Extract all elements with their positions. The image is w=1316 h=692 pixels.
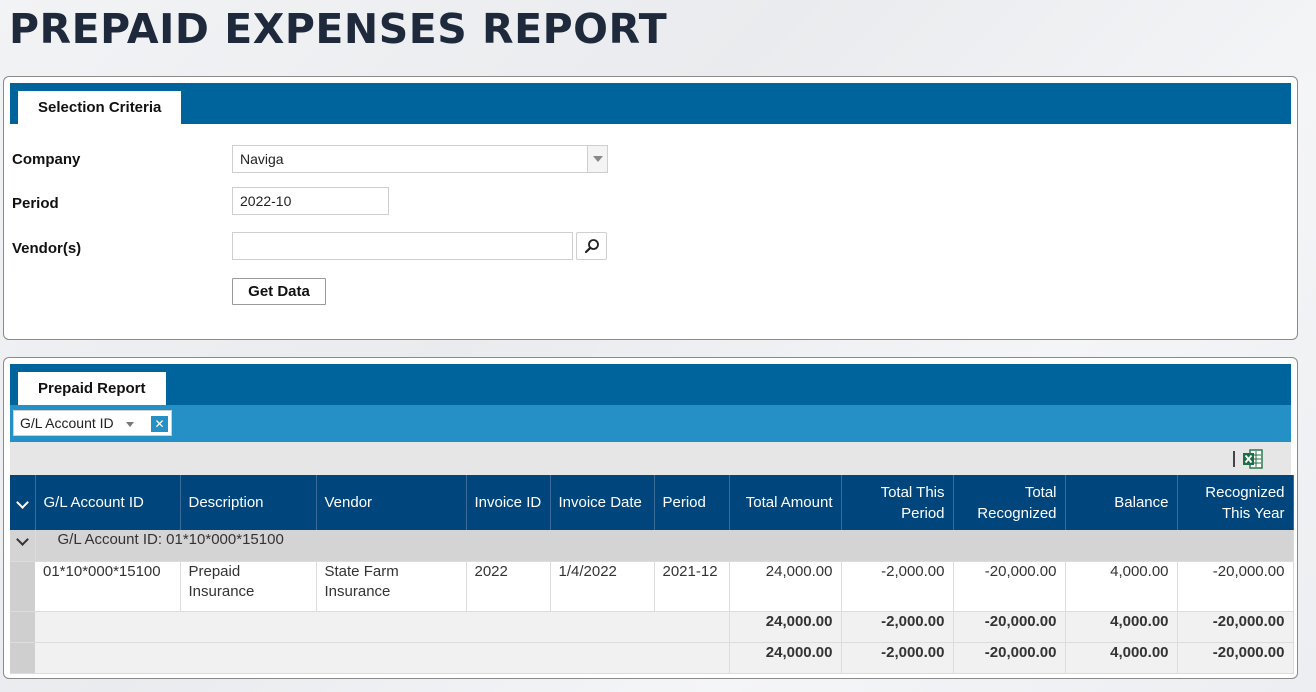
group-total-recognized: -20,000.00 <box>953 611 1066 643</box>
company-select-value: Naviga <box>240 151 284 167</box>
cell-description: Prepaid Insurance <box>180 561 317 612</box>
column-header-vendor[interactable]: Vendor <box>316 475 467 530</box>
grand-total-this-period: -2,000.00 <box>841 642 954 674</box>
grid-header-row: G/L Account ID Description Vendor Invoic… <box>10 475 1294 530</box>
chevron-down-icon[interactable] <box>15 533 29 546</box>
group-header-row: G/L Account ID: 01*10*000*15100 <box>10 530 1294 562</box>
toolbar-divider <box>1233 451 1235 467</box>
group-total-spacer <box>35 611 730 643</box>
report-tab-bar: Prepaid Report <box>10 364 1291 405</box>
vendors-input[interactable] <box>232 232 573 260</box>
cell-balance: 4,000.00 <box>1065 561 1178 612</box>
period-input[interactable]: 2022-10 <box>232 187 389 215</box>
tab-prepaid-report[interactable]: Prepaid Report <box>18 372 166 405</box>
group-toggle[interactable] <box>10 530 36 562</box>
cell-vendor: State Farm Insurance <box>316 561 467 612</box>
group-total-this-period: -2,000.00 <box>841 611 954 643</box>
cell-period: 2021-12 <box>654 561 730 612</box>
tab-selection-criteria[interactable]: Selection Criteria <box>18 91 182 124</box>
row-gutter <box>10 611 35 643</box>
criteria-tab-bar: Selection Criteria <box>10 83 1291 124</box>
period-input-value: 2022-10 <box>240 193 292 209</box>
group-total-recognized-this-year: -20,000.00 <box>1177 611 1294 643</box>
column-header-invoice-id[interactable]: Invoice ID <box>466 475 551 530</box>
column-header-description[interactable]: Description <box>180 475 317 530</box>
grand-total-recognized: -20,000.00 <box>953 642 1066 674</box>
invoice-id-link[interactable]: 2022 <box>466 561 551 612</box>
grid-toolbar <box>10 442 1291 475</box>
selection-criteria-panel: Selection Criteria Company Naviga Period… <box>3 76 1298 340</box>
group-total-amount: 24,000.00 <box>729 611 842 643</box>
column-header-period[interactable]: Period <box>654 475 730 530</box>
group-chip-label: G/L Account ID <box>20 415 114 431</box>
group-total-balance: 4,000.00 <box>1065 611 1178 643</box>
column-header-total-this-period[interactable]: Total This Period <box>841 475 954 530</box>
grand-total-spacer <box>35 642 730 674</box>
cell-total-amount: 24,000.00 <box>729 561 842 612</box>
row-gutter <box>10 561 35 612</box>
page-title: PREPAID EXPENSES REPORT <box>9 5 668 53</box>
cell-invoice-date: 1/4/2022 <box>550 561 655 612</box>
grand-total-amount: 24,000.00 <box>729 642 842 674</box>
chevron-down-icon[interactable] <box>15 496 29 509</box>
column-header-total-recognized[interactable]: Total Recognized <box>953 475 1066 530</box>
company-label: Company <box>12 151 81 168</box>
group-total-row: 24,000.00 -2,000.00 -20,000.00 4,000.00 … <box>10 611 1294 643</box>
search-icon <box>584 239 599 254</box>
expand-all-toggle[interactable] <box>10 475 36 530</box>
vendor-search-button[interactable] <box>576 232 607 260</box>
vendors-label: Vendor(s) <box>12 240 82 257</box>
grand-total-balance: 4,000.00 <box>1065 642 1178 674</box>
chevron-down-icon[interactable] <box>125 421 134 427</box>
column-header-recognized-this-year[interactable]: Recognized This Year <box>1177 475 1294 530</box>
prepaid-report-grid: G/L Account ID Description Vendor Invoic… <box>10 475 1294 674</box>
column-header-total-amount[interactable]: Total Amount <box>729 475 842 530</box>
group-label: G/L Account ID: 01*10*000*15100 <box>35 530 1294 562</box>
grand-total-row: 24,000.00 -2,000.00 -20,000.00 4,000.00 … <box>10 642 1294 674</box>
grand-total-recognized-this-year: -20,000.00 <box>1177 642 1294 674</box>
group-chip-gl-account[interactable]: G/L Account ID ✕ <box>13 410 172 436</box>
grouping-bar: G/L Account ID ✕ <box>10 405 1291 442</box>
prepaid-report-panel: Prepaid Report G/L Account ID ✕ <box>3 357 1298 679</box>
excel-icon[interactable] <box>1243 449 1263 469</box>
cell-recognized-this-year: -20,000.00 <box>1177 561 1294 612</box>
row-gutter <box>10 642 35 674</box>
period-label: Period <box>12 195 59 212</box>
company-select[interactable]: Naviga <box>232 145 608 173</box>
column-header-balance[interactable]: Balance <box>1065 475 1178 530</box>
cell-total-recognized: -20,000.00 <box>953 561 1066 612</box>
column-header-gl-account[interactable]: G/L Account ID <box>35 475 181 530</box>
get-data-button[interactable]: Get Data <box>232 278 326 305</box>
table-row[interactable]: 01*10*000*15100 Prepaid Insurance State … <box>10 561 1294 612</box>
chevron-down-icon[interactable] <box>587 146 607 172</box>
column-header-invoice-date[interactable]: Invoice Date <box>550 475 655 530</box>
cell-total-this-period: -2,000.00 <box>841 561 954 612</box>
gl-account-link[interactable]: 01*10*000*15100 <box>35 561 181 612</box>
close-icon[interactable]: ✕ <box>151 416 168 432</box>
